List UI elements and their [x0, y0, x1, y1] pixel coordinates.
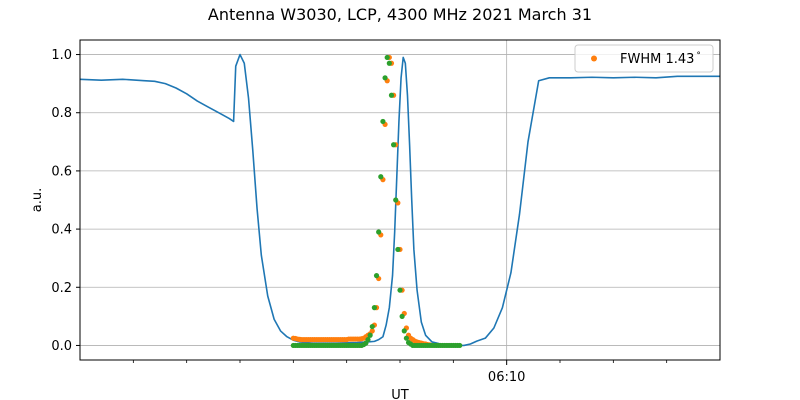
fit-point — [401, 328, 407, 334]
fit-point — [393, 197, 399, 203]
fit-point — [395, 246, 401, 253]
fit-point — [367, 332, 373, 338]
fit-point — [399, 313, 405, 319]
fit-point — [388, 92, 395, 98]
y-tick-label: 0.2 — [51, 281, 72, 296]
fit-point — [457, 342, 463, 349]
fit-point — [373, 273, 380, 279]
x-tick-label: 06:10 — [488, 370, 525, 385]
legend-label-text: FWHM 1.43 — [620, 52, 694, 67]
fit-point — [376, 229, 382, 235]
legend-label-degree: ° — [696, 51, 701, 61]
fit-point — [371, 305, 377, 311]
legend-marker-fwhm — [591, 55, 597, 62]
y-tick-label: 0.6 — [51, 164, 72, 179]
fit-point — [382, 75, 388, 81]
fit-point — [369, 323, 375, 330]
fit-point — [386, 60, 392, 66]
fit-point — [403, 335, 409, 341]
fit-point — [380, 118, 386, 125]
y-axis-label: a.u. — [30, 188, 45, 212]
axis-ticks: 0.0 0.2 0.4 0.6 0.8 1.0 06:10 — [51, 48, 668, 385]
y-tick-label: 1.0 — [51, 48, 72, 63]
y-tick-label: 0.0 — [51, 339, 72, 354]
fit-point — [365, 337, 371, 343]
fit-point — [397, 287, 403, 293]
fit-point — [378, 174, 384, 180]
fwhm-point — [369, 328, 375, 334]
plot-area — [79, 53, 720, 349]
chart-title: Antenna W3030, LCP, 4300 MHz 2021 March … — [208, 5, 592, 24]
x-axis-label: UT — [391, 388, 409, 400]
main-series-line — [79, 53, 720, 347]
fit-point — [391, 142, 397, 148]
y-tick-label: 0.4 — [51, 223, 72, 238]
y-tick-label: 0.8 — [51, 106, 72, 121]
fit-point — [384, 54, 390, 61]
legend: FWHM 1.43 ° — [574, 44, 714, 73]
legend-label-fwhm: FWHM 1.43 ° — [620, 51, 701, 67]
legend-box — [574, 44, 714, 73]
